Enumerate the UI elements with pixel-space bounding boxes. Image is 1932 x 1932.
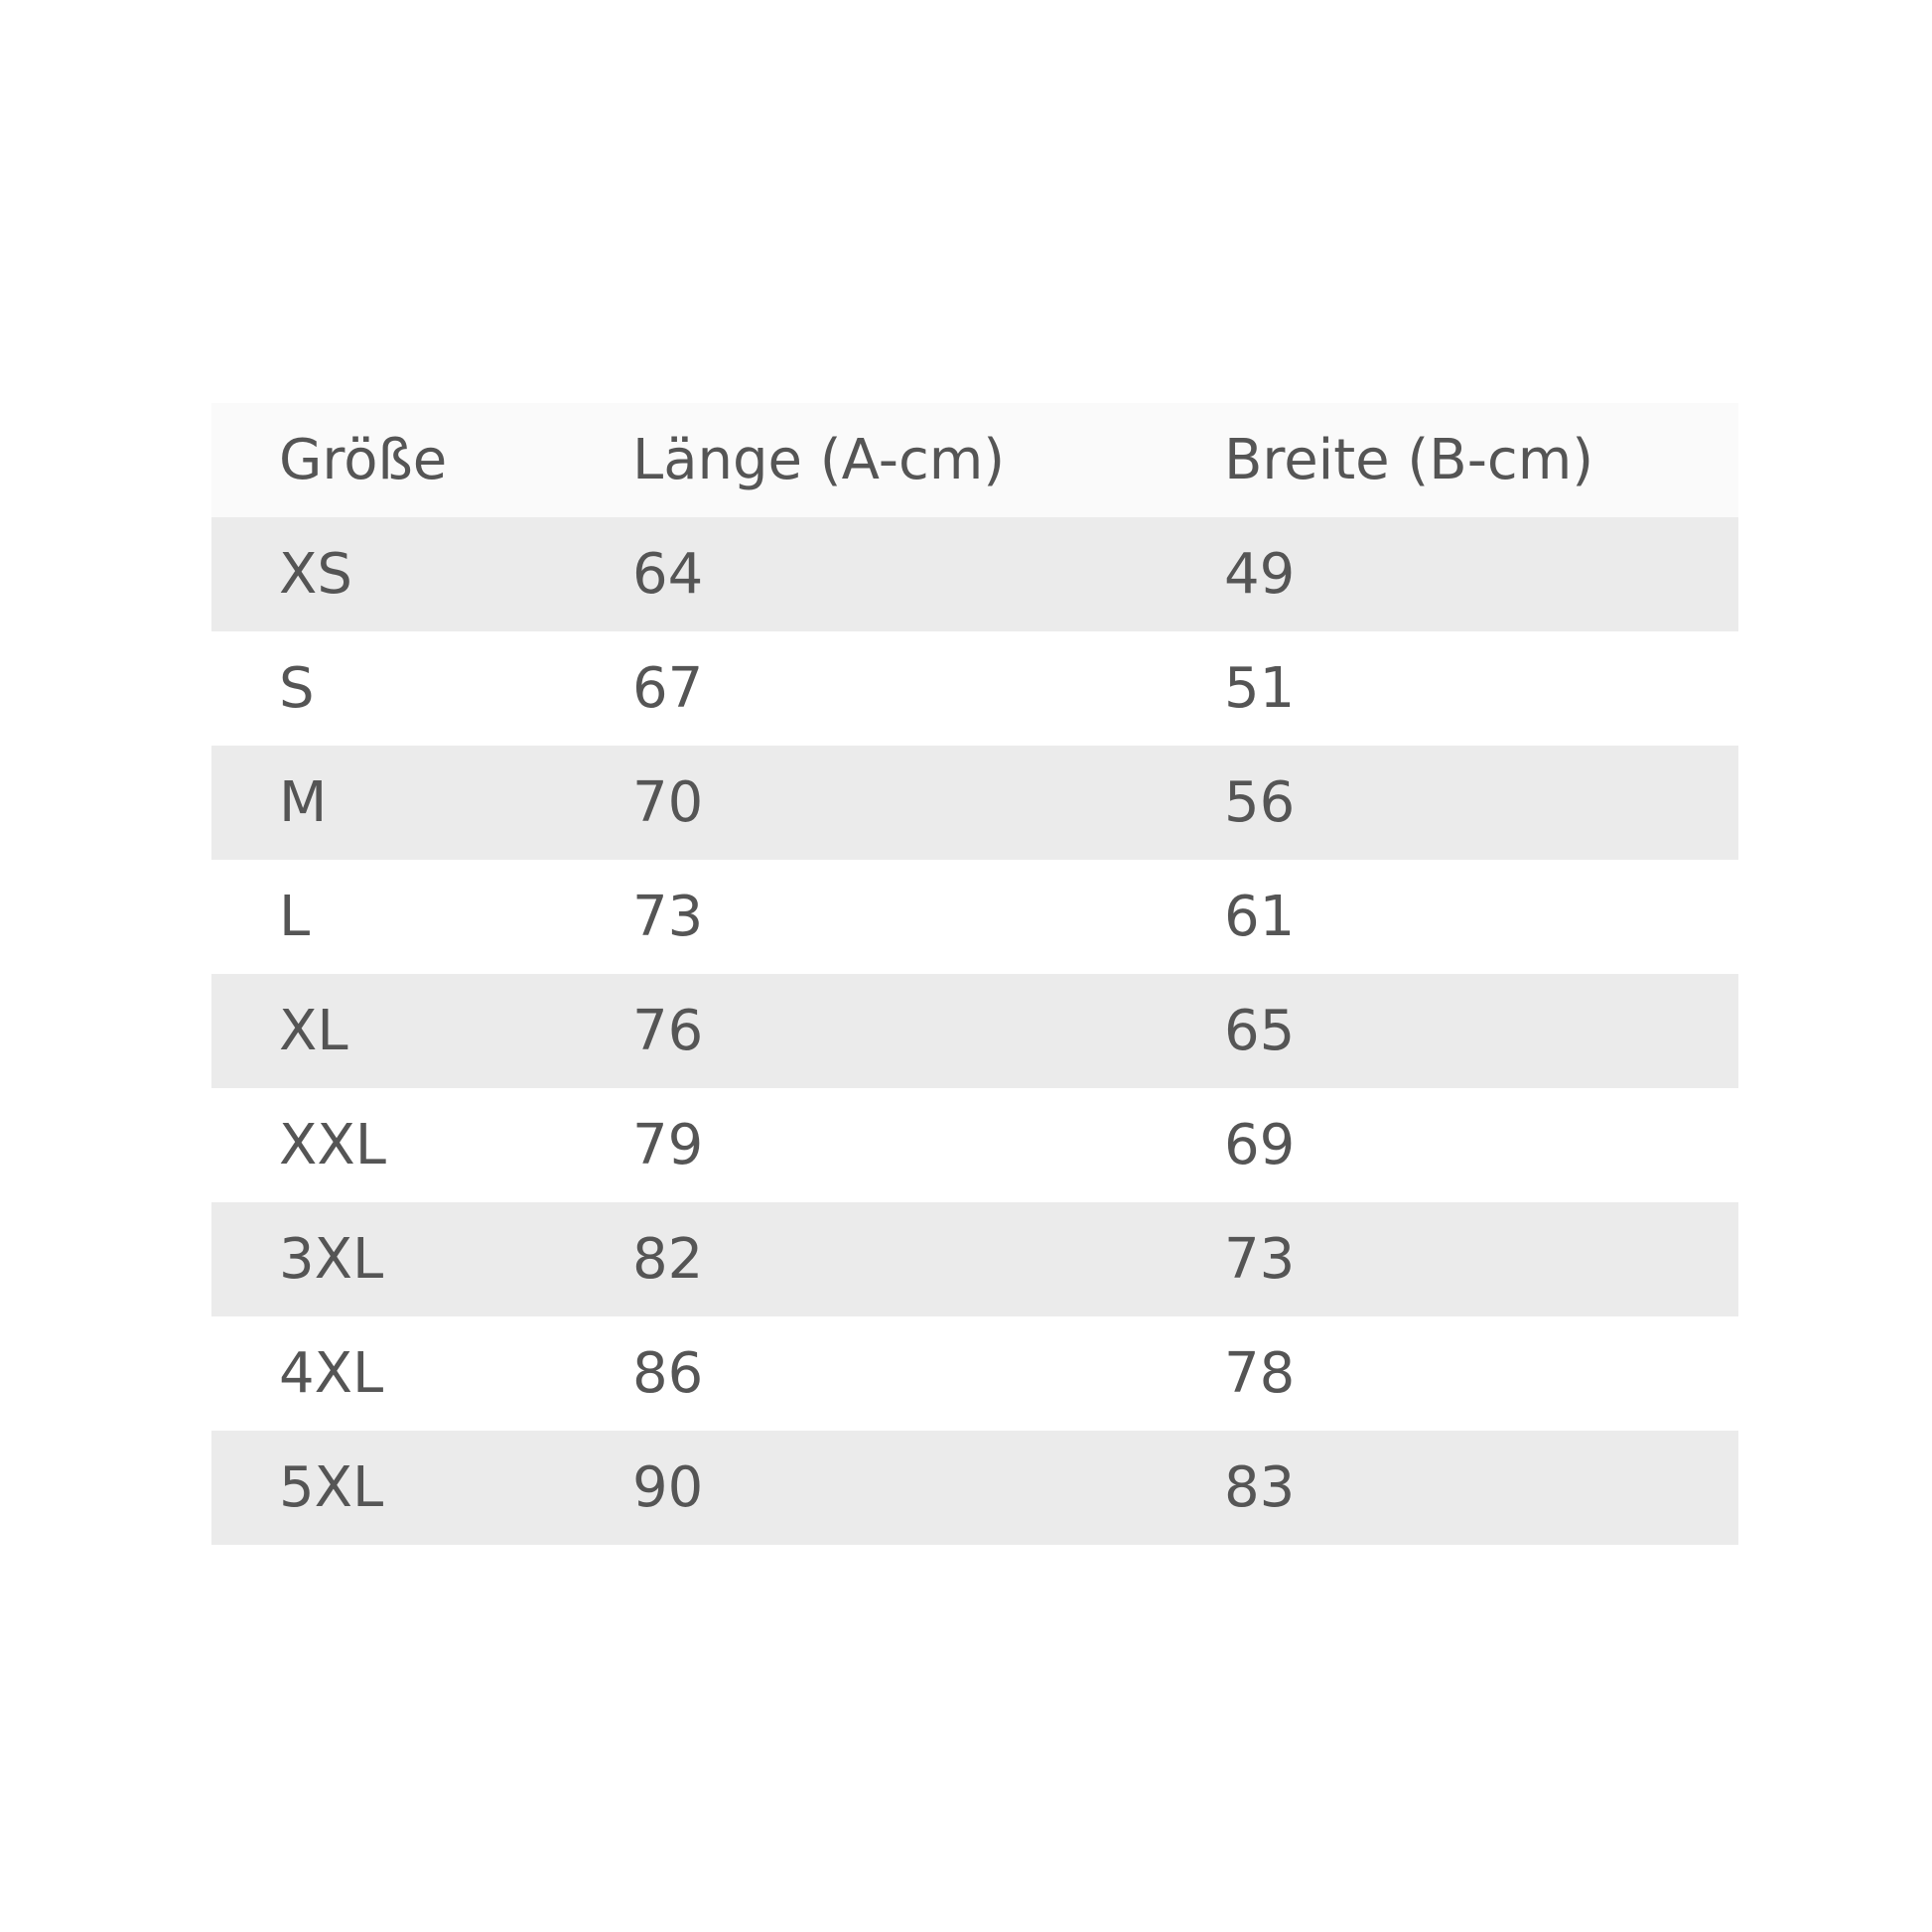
table-cell: 67 xyxy=(632,656,704,721)
table-cell: 90 xyxy=(632,1455,704,1520)
table-cell: 3XL xyxy=(279,1227,384,1292)
table-cell: M xyxy=(279,770,328,835)
table-cell: 73 xyxy=(632,885,704,949)
header-row: Größe Länge (A-cm) Breite (B-cm) xyxy=(211,403,1738,517)
table-cell: 73 xyxy=(1224,1227,1296,1292)
table-cell: XXL xyxy=(279,1113,386,1177)
table-cell: 65 xyxy=(1224,999,1296,1063)
table-row: XXL 79 69 xyxy=(211,1088,1738,1202)
table-cell: 83 xyxy=(1224,1455,1296,1520)
header-cell: Breite (B-cm) xyxy=(1224,428,1594,492)
table-cell: 61 xyxy=(1224,885,1296,949)
size-table-container: Größe Länge (A-cm) Breite (B-cm) XS 64 49 S 67… xyxy=(211,403,1738,1545)
table-cell: L xyxy=(279,885,311,949)
header-cell: Größe xyxy=(279,428,448,492)
table-cell: S xyxy=(279,656,315,721)
table-cell: XS xyxy=(279,542,352,607)
table-row: L 73 61 xyxy=(211,860,1738,974)
table-row: M 70 56 xyxy=(211,746,1738,860)
table-cell: 69 xyxy=(1224,1113,1296,1177)
table-row: 4XL 86 78 xyxy=(211,1316,1738,1431)
table-body: XS 64 49 S 67 51 M 70 56 L 73 61 XL 76 65 XXL 79 69 3XL 82 7… xyxy=(211,517,1738,1545)
table-row: 5XL 90 83 xyxy=(211,1431,1738,1545)
table-row: 3XL 82 73 xyxy=(211,1202,1738,1316)
table-cell: 78 xyxy=(1224,1341,1296,1406)
size-table: Größe Länge (A-cm) Breite (B-cm) XS 64 49 S 67… xyxy=(211,403,1738,1545)
table-row: XS 64 49 xyxy=(211,517,1738,631)
header-cell: Länge (A-cm) xyxy=(632,428,1006,492)
table-cell: 70 xyxy=(632,770,704,835)
table-cell: XL xyxy=(279,999,348,1063)
table-row: S 67 51 xyxy=(211,631,1738,746)
table-cell: 5XL xyxy=(279,1455,384,1520)
table-cell: 51 xyxy=(1224,656,1296,721)
table-cell: 56 xyxy=(1224,770,1296,835)
table-row: XL 76 65 xyxy=(211,974,1738,1088)
table-cell: 86 xyxy=(632,1341,704,1406)
table-cell: 64 xyxy=(632,542,704,607)
table-cell: 82 xyxy=(632,1227,704,1292)
table-cell: 76 xyxy=(632,999,704,1063)
table-cell: 49 xyxy=(1224,542,1296,607)
table-cell: 4XL xyxy=(279,1341,384,1406)
table-cell: 79 xyxy=(632,1113,704,1177)
